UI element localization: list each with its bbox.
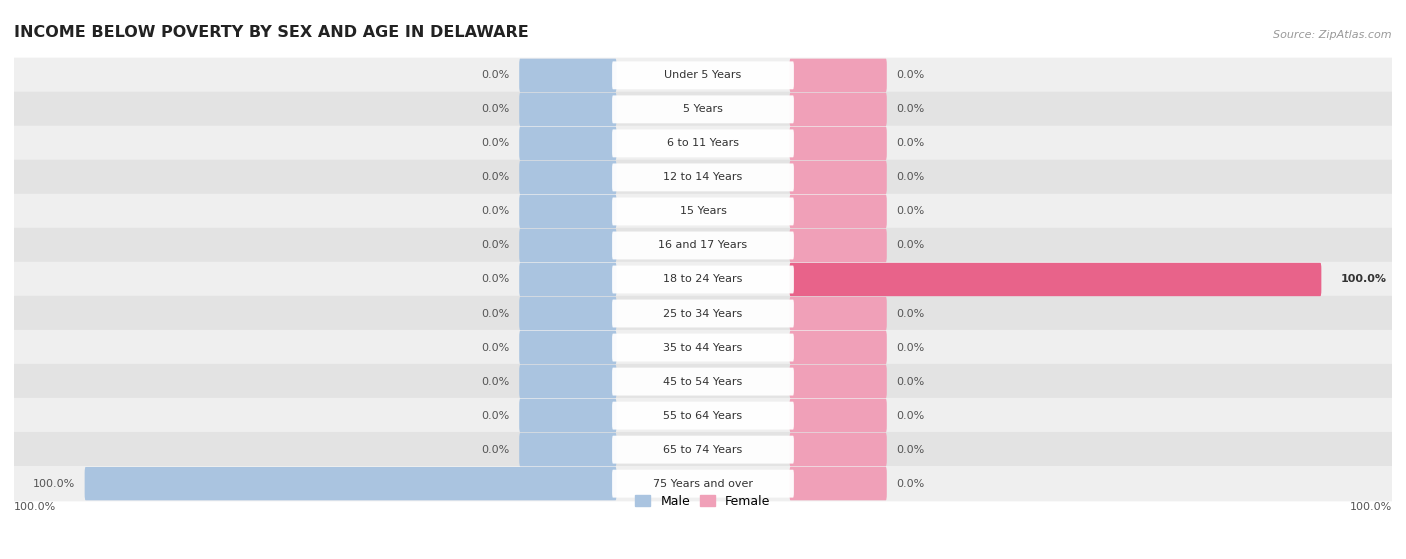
FancyBboxPatch shape <box>519 161 616 194</box>
FancyBboxPatch shape <box>519 263 616 296</box>
FancyBboxPatch shape <box>612 197 794 225</box>
Text: 45 to 54 Years: 45 to 54 Years <box>664 377 742 387</box>
Text: 0.0%: 0.0% <box>897 172 925 182</box>
Text: 55 to 64 Years: 55 to 64 Years <box>664 411 742 420</box>
FancyBboxPatch shape <box>519 93 616 126</box>
FancyBboxPatch shape <box>612 266 794 293</box>
Text: 100.0%: 100.0% <box>1341 274 1386 285</box>
FancyBboxPatch shape <box>14 126 1392 161</box>
FancyBboxPatch shape <box>519 127 616 160</box>
Text: 100.0%: 100.0% <box>32 479 75 489</box>
FancyBboxPatch shape <box>14 160 1392 195</box>
Text: 0.0%: 0.0% <box>897 139 925 148</box>
FancyBboxPatch shape <box>612 231 794 259</box>
FancyBboxPatch shape <box>790 93 887 126</box>
FancyBboxPatch shape <box>790 263 1322 296</box>
FancyBboxPatch shape <box>14 92 1392 127</box>
Text: 25 to 34 Years: 25 to 34 Years <box>664 309 742 319</box>
Text: 0.0%: 0.0% <box>481 240 509 250</box>
Text: 0.0%: 0.0% <box>481 411 509 420</box>
Text: 0.0%: 0.0% <box>481 172 509 182</box>
Text: 0.0%: 0.0% <box>481 377 509 387</box>
Text: 0.0%: 0.0% <box>481 274 509 285</box>
FancyBboxPatch shape <box>519 365 616 398</box>
Text: 0.0%: 0.0% <box>897 206 925 216</box>
FancyBboxPatch shape <box>790 297 887 330</box>
Text: 100.0%: 100.0% <box>1350 501 1392 511</box>
FancyBboxPatch shape <box>519 229 616 262</box>
FancyBboxPatch shape <box>14 364 1392 399</box>
FancyBboxPatch shape <box>790 127 887 160</box>
Text: Source: ZipAtlas.com: Source: ZipAtlas.com <box>1274 30 1392 40</box>
FancyBboxPatch shape <box>790 59 887 92</box>
Text: 0.0%: 0.0% <box>481 309 509 319</box>
Text: 5 Years: 5 Years <box>683 105 723 115</box>
FancyBboxPatch shape <box>14 432 1392 467</box>
FancyBboxPatch shape <box>612 470 794 498</box>
Text: 15 Years: 15 Years <box>679 206 727 216</box>
FancyBboxPatch shape <box>790 229 887 262</box>
Text: 0.0%: 0.0% <box>897 343 925 353</box>
FancyBboxPatch shape <box>14 296 1392 331</box>
FancyBboxPatch shape <box>14 330 1392 365</box>
FancyBboxPatch shape <box>84 467 616 500</box>
Text: Under 5 Years: Under 5 Years <box>665 70 741 80</box>
FancyBboxPatch shape <box>14 228 1392 263</box>
FancyBboxPatch shape <box>612 61 794 89</box>
FancyBboxPatch shape <box>790 161 887 194</box>
Legend: Male, Female: Male, Female <box>630 490 776 513</box>
FancyBboxPatch shape <box>519 399 616 432</box>
FancyBboxPatch shape <box>790 467 887 500</box>
FancyBboxPatch shape <box>519 297 616 330</box>
Text: 0.0%: 0.0% <box>481 70 509 80</box>
Text: 35 to 44 Years: 35 to 44 Years <box>664 343 742 353</box>
Text: 0.0%: 0.0% <box>481 139 509 148</box>
Text: 65 to 74 Years: 65 to 74 Years <box>664 444 742 454</box>
Text: 0.0%: 0.0% <box>897 444 925 454</box>
FancyBboxPatch shape <box>519 195 616 228</box>
Text: 0.0%: 0.0% <box>481 105 509 115</box>
Text: 75 Years and over: 75 Years and over <box>652 479 754 489</box>
Text: 0.0%: 0.0% <box>897 309 925 319</box>
FancyBboxPatch shape <box>519 331 616 364</box>
FancyBboxPatch shape <box>14 58 1392 93</box>
FancyBboxPatch shape <box>612 334 794 362</box>
Text: 0.0%: 0.0% <box>897 411 925 420</box>
Text: 0.0%: 0.0% <box>897 240 925 250</box>
Text: 0.0%: 0.0% <box>481 343 509 353</box>
Text: 0.0%: 0.0% <box>897 70 925 80</box>
FancyBboxPatch shape <box>790 195 887 228</box>
FancyBboxPatch shape <box>14 466 1392 501</box>
FancyBboxPatch shape <box>612 368 794 396</box>
Text: 0.0%: 0.0% <box>481 444 509 454</box>
Text: 0.0%: 0.0% <box>481 206 509 216</box>
FancyBboxPatch shape <box>519 59 616 92</box>
FancyBboxPatch shape <box>612 130 794 157</box>
FancyBboxPatch shape <box>612 402 794 429</box>
FancyBboxPatch shape <box>14 262 1392 297</box>
FancyBboxPatch shape <box>790 399 887 432</box>
Text: 0.0%: 0.0% <box>897 377 925 387</box>
FancyBboxPatch shape <box>790 433 887 466</box>
FancyBboxPatch shape <box>790 331 887 364</box>
FancyBboxPatch shape <box>612 163 794 191</box>
FancyBboxPatch shape <box>612 96 794 124</box>
Text: 12 to 14 Years: 12 to 14 Years <box>664 172 742 182</box>
FancyBboxPatch shape <box>790 365 887 398</box>
Text: 100.0%: 100.0% <box>14 501 56 511</box>
FancyBboxPatch shape <box>14 398 1392 433</box>
FancyBboxPatch shape <box>519 433 616 466</box>
Text: 6 to 11 Years: 6 to 11 Years <box>666 139 740 148</box>
Text: 0.0%: 0.0% <box>897 105 925 115</box>
Text: 18 to 24 Years: 18 to 24 Years <box>664 274 742 285</box>
FancyBboxPatch shape <box>612 300 794 328</box>
Text: INCOME BELOW POVERTY BY SEX AND AGE IN DELAWARE: INCOME BELOW POVERTY BY SEX AND AGE IN D… <box>14 25 529 40</box>
Text: 16 and 17 Years: 16 and 17 Years <box>658 240 748 250</box>
Text: 0.0%: 0.0% <box>897 479 925 489</box>
FancyBboxPatch shape <box>14 194 1392 229</box>
FancyBboxPatch shape <box>612 435 794 463</box>
